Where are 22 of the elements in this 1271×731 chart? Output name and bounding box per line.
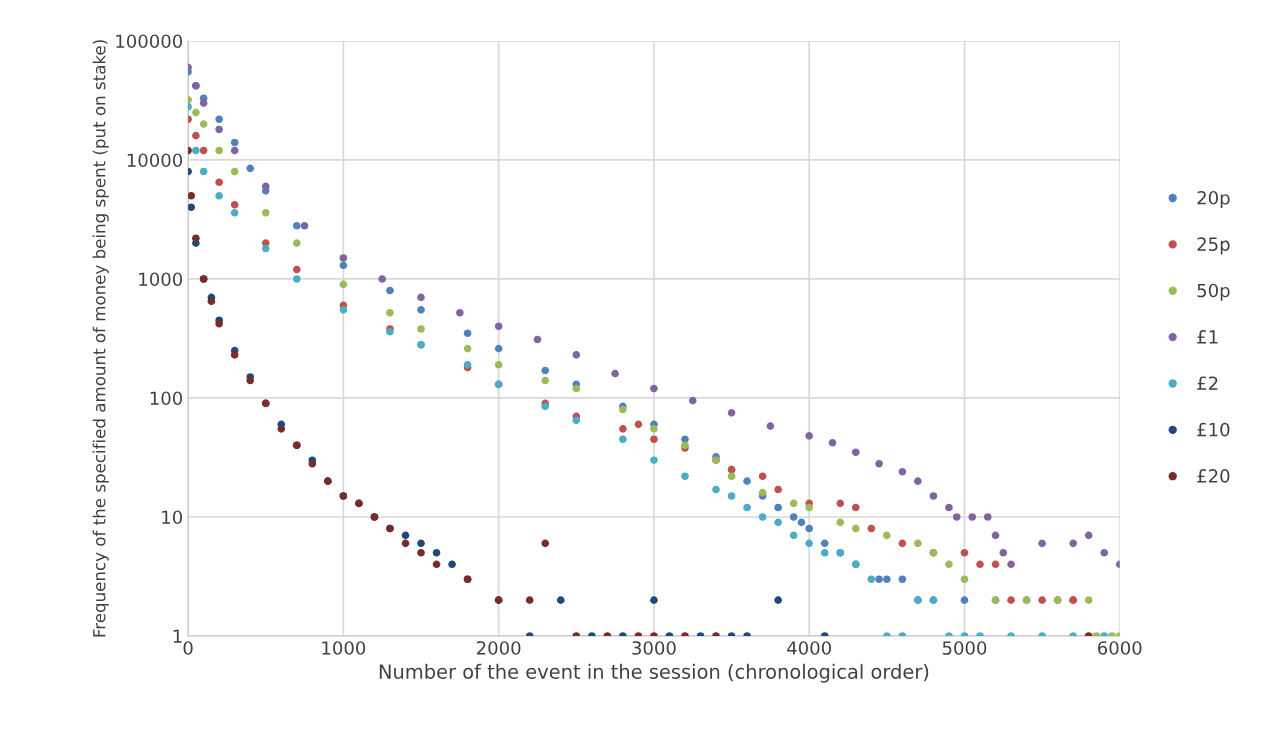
x-tick-label: 3000 — [632, 641, 676, 655]
y-tick-label: 100000 — [116, 34, 183, 49]
y-axis-title: Frequency of the specified amount of money being spent (put on stake) — [92, 40, 109, 637]
x-tick-label: 6000 — [1098, 641, 1142, 655]
legend-label: £2 — [1197, 376, 1218, 390]
x-tick-label: 1000 — [322, 641, 366, 655]
y-tick-label: 100 — [150, 391, 183, 406]
x-tick-label: 2000 — [477, 641, 521, 655]
legend-label: £20 — [1197, 469, 1230, 483]
y-tick-label: 10 — [162, 510, 183, 525]
y-tick-label: 10000 — [127, 153, 183, 168]
x-axis-title: Number of the event in the session (chronological order) — [379, 663, 929, 683]
legend-label: 20p — [1197, 190, 1230, 209]
legend-label: 25p — [1197, 237, 1230, 255]
legend-label: £1 — [1197, 330, 1218, 344]
x-tick-label: 4000 — [787, 641, 831, 655]
x-tick-label: 0 — [183, 641, 193, 655]
y-tick-label: 1 — [173, 629, 182, 643]
y-tick-label: 1000 — [139, 272, 183, 287]
legend-label: 50p — [1197, 283, 1230, 301]
legend-label: £10 — [1197, 422, 1230, 437]
x-tick-label: 5000 — [942, 641, 987, 655]
